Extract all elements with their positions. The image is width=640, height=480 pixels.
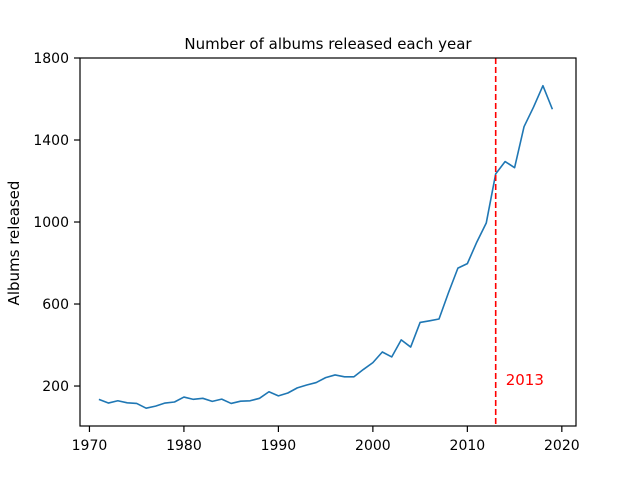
x-tick-label: 2020 <box>544 438 580 454</box>
x-tick-label: 2000 <box>355 438 391 454</box>
chart-title: Number of albums released each year <box>184 35 472 53</box>
y-tick-label: 600 <box>42 297 69 313</box>
x-tick-label: 1970 <box>72 438 108 454</box>
plot-frame <box>79 57 577 427</box>
y-tick-label: 200 <box>42 379 69 395</box>
y-tick-label: 1800 <box>33 51 69 67</box>
y-axis-label: Albums released <box>5 181 23 306</box>
series-line <box>98 84 554 409</box>
x-tick-label: 2010 <box>450 438 486 454</box>
x-tick-label: 1990 <box>261 438 297 454</box>
reference-line-label: 2013 <box>506 371 544 389</box>
y-tick-label: 1000 <box>33 215 69 231</box>
plot-area: 2013 1970 1980 1990 2000 2010 2020 200 600 1000 14… <box>33 51 579 454</box>
y-tick-label: 1400 <box>33 133 69 149</box>
x-tick-label: 1980 <box>166 438 202 454</box>
